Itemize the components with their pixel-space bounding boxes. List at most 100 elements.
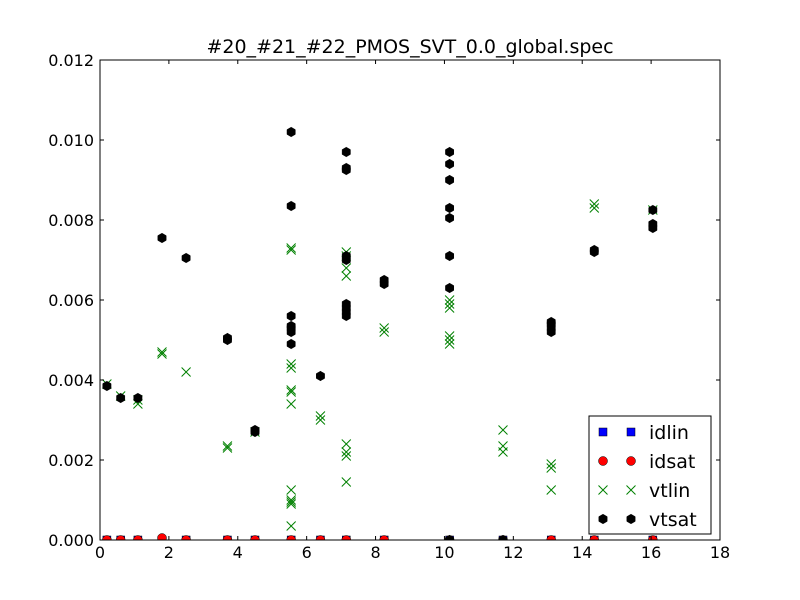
vtsat-point [648, 204, 658, 216]
legend-marker [598, 427, 608, 437]
idsat-point [379, 535, 389, 540]
vtlin-point [498, 447, 508, 457]
vtsat-point [286, 326, 296, 338]
legend: idlin idsat vtlin vtsat [588, 415, 712, 535]
axes: 0 2 4 6 8 10 12 14 16 18 0.000 0.002 0.004 0.006 0.008… [48, 51, 730, 562]
vtsat-point [445, 534, 455, 540]
vtlin-point [444, 331, 455, 341]
vtsat-point [445, 282, 455, 294]
vtsat-point [133, 392, 143, 404]
y-tick-label: 0.000 [48, 531, 94, 550]
legend-marker [598, 485, 608, 495]
vtlin-point [444, 335, 455, 345]
vtlin-point [286, 485, 297, 495]
vtsat-point [102, 380, 112, 392]
y-tick-label: 0.008 [48, 211, 94, 230]
vtsat-point [181, 252, 191, 264]
x-tick-label: 8 [370, 543, 380, 562]
idsat-point [341, 535, 352, 540]
x-tick-label: 0 [95, 543, 105, 562]
vtlin-point [379, 323, 390, 333]
idsat-point [157, 533, 167, 540]
vtlin-point [546, 463, 557, 473]
legend-entry-idsat: idsat [598, 451, 695, 473]
vtlin-point [341, 477, 352, 487]
vtlin-point [444, 299, 455, 309]
vtlin-point [315, 411, 326, 421]
vtsat-point [223, 334, 232, 346]
vtsat-point [250, 426, 260, 438]
vtlin-point [286, 363, 297, 373]
legend-label: vtlin [649, 480, 690, 502]
y-tick-label: 0.004 [48, 371, 94, 390]
vtsat-point [445, 146, 455, 158]
legend-entry-vtsat: vtsat [598, 509, 697, 531]
vtsat-point [341, 164, 351, 176]
vtlin-point [444, 295, 455, 305]
legend-label: idsat [649, 451, 695, 473]
legend-marker [598, 456, 608, 466]
vtlin-point [286, 495, 297, 505]
legend-marker [626, 485, 636, 495]
x-tick-label: 10 [434, 543, 454, 562]
vtsat-point [157, 232, 167, 244]
legend-marker [626, 513, 636, 525]
y-tick-label: 0.006 [48, 291, 94, 310]
x-tick-label: 4 [233, 543, 243, 562]
vtlin-point [444, 339, 455, 349]
vtsat-point [445, 202, 455, 214]
vtsat-point [546, 326, 556, 338]
vtsat-point [116, 392, 126, 404]
legend-marker [626, 427, 636, 437]
idsat-point [546, 535, 556, 540]
vtlin-point [222, 443, 233, 453]
vtlin-point [286, 385, 297, 395]
x-tick-label: 2 [164, 543, 174, 562]
vtlin-point [286, 497, 297, 507]
vtlin-point [286, 521, 297, 531]
vtsat-point [341, 254, 351, 266]
x-tick-label: 12 [503, 543, 523, 562]
y-tick-label: 0.002 [48, 451, 94, 470]
idsat-point [648, 535, 658, 540]
y-tick-label: 0.012 [48, 51, 94, 70]
vtsat-point [445, 212, 455, 224]
vtlin-point [222, 441, 233, 451]
vtsat-point [316, 370, 325, 382]
x-tick-label: 18 [710, 543, 730, 562]
idsat-point [286, 535, 296, 540]
chart-title: #20_#21_#22_PMOS_SVT_0.0_global.spec [206, 36, 613, 58]
vtlin-point [341, 271, 352, 281]
idsat-point [222, 535, 233, 540]
idsat-point [102, 535, 112, 540]
vtlin-point [286, 499, 297, 509]
x-tick-label: 14 [572, 543, 592, 562]
vtsat-point [589, 246, 599, 258]
x-tick-label: 16 [641, 543, 661, 562]
legend-label: vtsat [649, 509, 697, 531]
vtsat-point [379, 278, 389, 290]
series-vtsat [102, 126, 658, 540]
idsat-point [115, 535, 126, 540]
vtlin-point [157, 347, 167, 357]
idsat-point [181, 535, 191, 540]
vtlin-point [315, 415, 326, 425]
vtlin-point [379, 327, 390, 337]
legend-marker [626, 456, 636, 466]
vtsat-point [445, 174, 455, 186]
vtsat-point [445, 158, 455, 170]
vtsat-point [445, 250, 455, 262]
vtlin-point [444, 303, 455, 313]
vtlin-point [341, 451, 352, 461]
vtlin-point [341, 263, 352, 273]
vtsat-point [648, 222, 658, 234]
vtlin-point [341, 447, 352, 457]
vtlin-point [546, 459, 557, 469]
plot-area [102, 126, 658, 540]
vtlin-point [286, 399, 297, 409]
legend-box [588, 415, 712, 535]
legend-entry-vtlin: vtlin [598, 480, 690, 502]
vtsat-point [341, 146, 351, 158]
vtlin-point [286, 387, 297, 397]
